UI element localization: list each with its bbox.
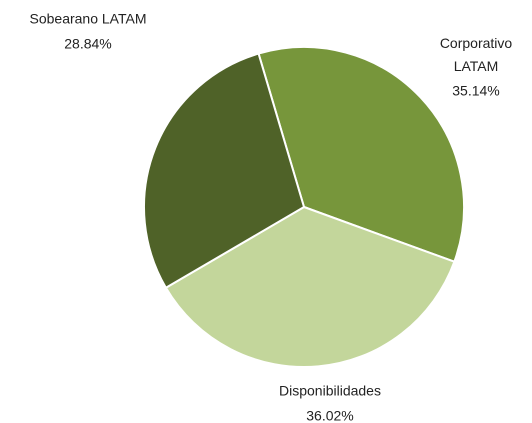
slice-value-label: 35.14% bbox=[452, 83, 499, 99]
pie-slice bbox=[143, 52, 306, 290]
pie-slice bbox=[257, 46, 465, 264]
slice-label: Corporativo LATAM bbox=[440, 35, 513, 74]
pie-slice bbox=[164, 205, 456, 368]
slice-value-label: 28.84% bbox=[64, 36, 111, 52]
slice-label: Disponibilidades bbox=[279, 383, 381, 399]
slice-value-label: 36.02% bbox=[306, 408, 353, 423]
slice-label: Sobearano LATAM bbox=[30, 11, 147, 27]
